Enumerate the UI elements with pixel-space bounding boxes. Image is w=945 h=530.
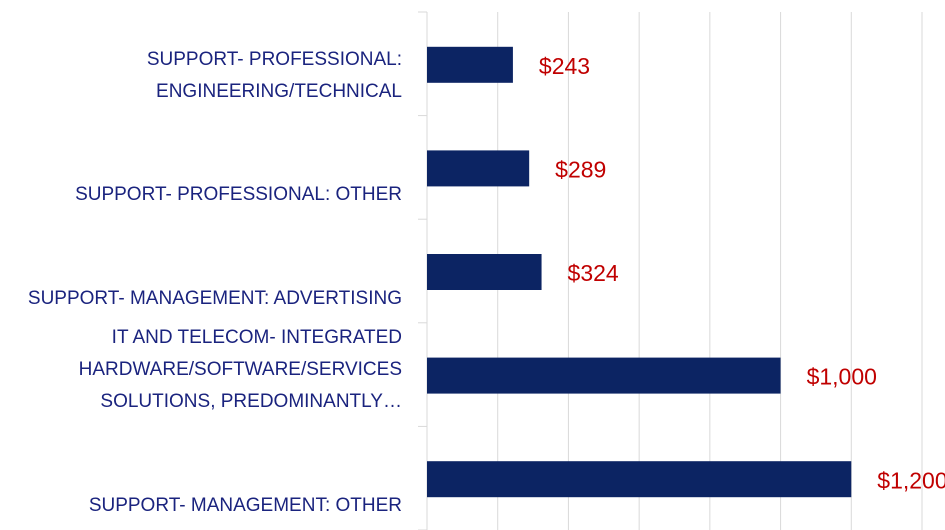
category-label: IT AND TELECOM- INTEGRATED HARDWARE/SOFT… — [78, 327, 402, 413]
bar — [427, 150, 530, 187]
value-label: $289 — [555, 156, 606, 182]
bar — [427, 46, 513, 83]
category-label: SUPPORT- PROFESSIONAL: ENGINEERING/TECHN… — [146, 48, 402, 102]
category-label: SUPPORT- MANAGEMENT: OTHER — [88, 494, 402, 516]
bar — [427, 254, 542, 290]
value-label: $243 — [539, 53, 590, 79]
bar — [427, 461, 852, 498]
value-label: $1,200 — [877, 467, 945, 493]
value-label: $1,000 — [807, 364, 877, 390]
category-label: SUPPORT- PROFESSIONAL: OTHER — [75, 184, 402, 206]
category-label: SUPPORT- MANAGEMENT: ADVERTISING — [27, 287, 402, 309]
bar — [427, 357, 781, 394]
value-label: $324 — [568, 260, 619, 286]
